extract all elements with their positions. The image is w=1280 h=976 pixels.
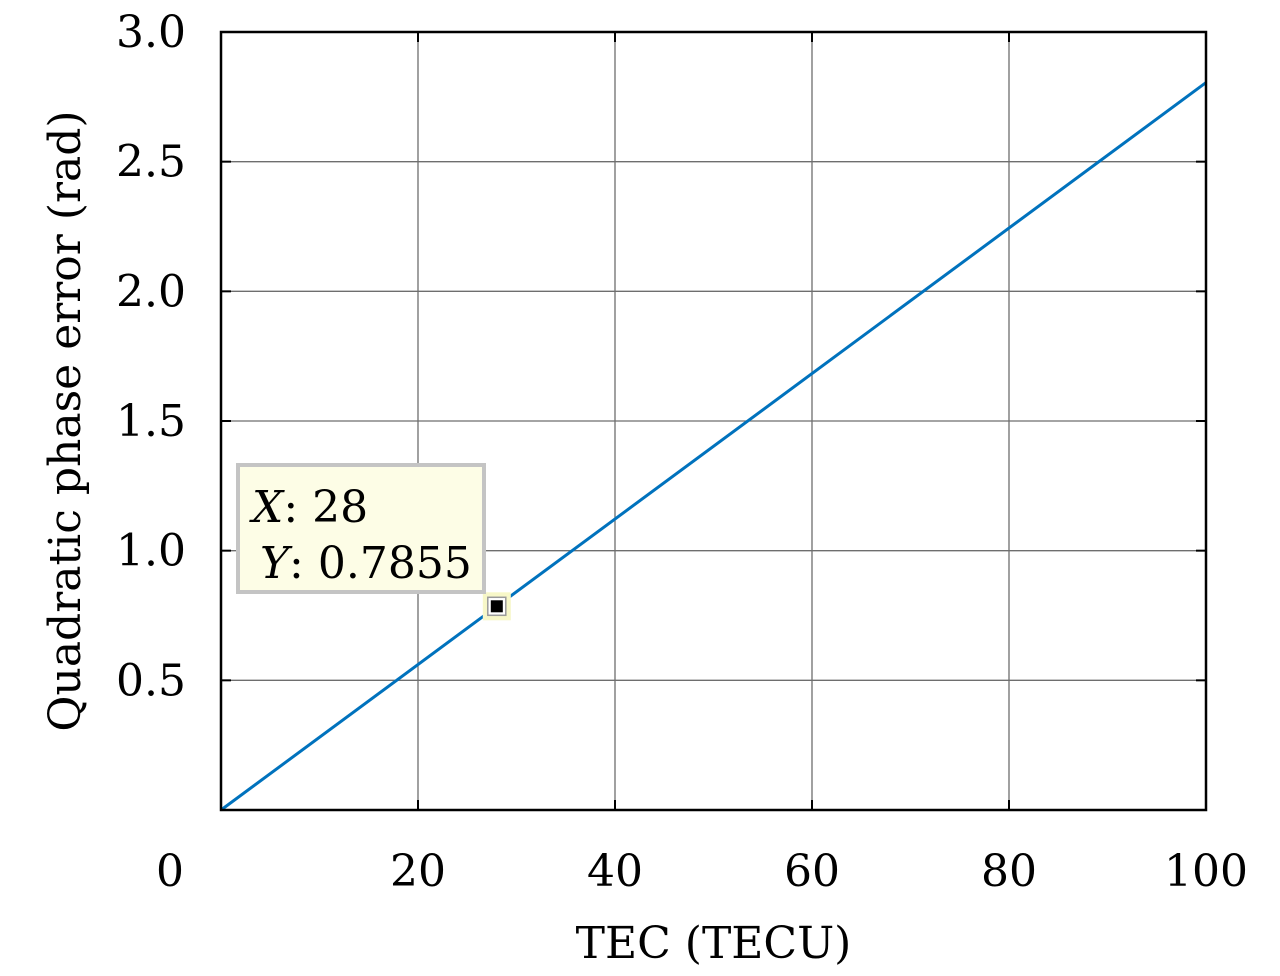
data-tip[interactable]: X: 28Y: 0.7855 (236, 463, 511, 621)
y-tick-label: 2.5 (116, 137, 186, 188)
x-tick-label: 100 (1164, 846, 1248, 897)
data-tip-x-var: X (249, 482, 285, 533)
y-axis-ticks: 0.5 1.0 1.5 2.0 2.5 3.0 (116, 7, 1206, 706)
x-tick-label: 80 (981, 846, 1037, 897)
x-tick-label: 20 (390, 846, 446, 897)
data-tip-y-value: : 0.7855 (289, 538, 472, 589)
y-tick-label: 1.0 (116, 526, 186, 577)
data-tip-x-text: X: 28 (249, 482, 368, 533)
grid (221, 32, 1206, 810)
data-tip-y-var: Y (260, 538, 293, 589)
y-tick-label: 2.0 (116, 266, 186, 317)
data-tip-box (236, 463, 486, 594)
y-tick-label: 0.5 (116, 655, 186, 706)
x-tick-label: 0 (156, 846, 184, 897)
x-axis-label: TEC (TECU) (576, 918, 852, 969)
series-layer (220, 81, 1207, 812)
data-tip-y-text: Y: 0.7855 (260, 538, 472, 589)
data-tip-marker[interactable] (490, 600, 503, 613)
data-tip-x-value: : 28 (283, 482, 368, 533)
y-tick-label: 1.5 (116, 396, 186, 447)
series-line (220, 81, 1207, 812)
y-axis-label: Quadratic phase error (rad) (40, 110, 91, 731)
x-axis-ticks: 0 20 40 60 80 100 (156, 32, 1248, 897)
x-tick-label: 40 (587, 846, 643, 897)
x-tick-label: 60 (784, 846, 840, 897)
y-tick-label: 3.0 (116, 7, 186, 58)
